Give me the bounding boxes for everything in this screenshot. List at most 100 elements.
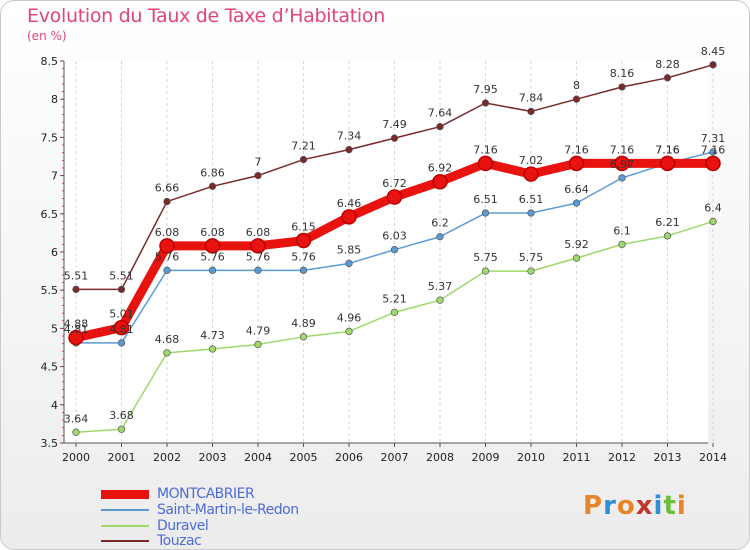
y-tick-label: 6 [51,246,58,259]
data-label: 7.16 [564,143,589,156]
data-point [618,240,626,249]
legend-item: MONTCABRIER [101,486,255,502]
data-point [705,155,721,172]
data-label: 6.2 [431,217,449,230]
data-label: 6.97 [610,158,635,171]
data-point [163,266,171,274]
data-point [709,217,717,226]
x-tick-label: 2010 [517,451,545,464]
data-point [299,155,308,164]
data-point [618,83,626,91]
data-label: 5.75 [519,251,544,264]
data-point [477,155,494,172]
data-point [527,107,535,116]
data-label: 7.34 [337,130,362,143]
y-tick-label: 5.5 [41,284,59,297]
data-label: 5.76 [200,250,225,263]
data-label: 6.86 [200,166,225,179]
data-label: 7.49 [382,118,407,131]
data-label: 7.16 [473,143,498,156]
data-point [163,197,171,206]
data-label: 4.81 [109,323,134,336]
data-point [481,267,490,275]
legend-swatch [101,540,149,542]
data-point [572,199,581,207]
data-point [432,173,448,190]
legend-swatch [101,525,149,527]
data-label: 7 [255,156,262,169]
data-point [568,155,585,172]
data-label: 8.28 [655,58,680,71]
data-point [390,134,399,142]
data-label: 7.16 [655,143,680,156]
data-point [481,209,490,217]
data-label: 8 [573,79,580,92]
chart-title: Evolution du Taux de Taxe d’Habitation [27,5,385,27]
data-label: 4.73 [200,329,225,342]
x-tick-label: 2001 [108,451,136,464]
legend-label: Duravel [157,518,209,534]
data-label: 5.76 [246,250,271,263]
data-label: 4.68 [155,333,180,346]
legend-swatch [101,489,149,499]
x-tick-label: 2000 [62,451,90,464]
data-point [254,171,262,180]
data-point [390,308,399,317]
data-point [481,99,490,107]
data-point [254,340,262,349]
data-point [572,95,581,103]
data-label: 7.21 [291,140,316,153]
legend-label: Touzac [157,533,202,549]
y-tick-label: 5 [51,322,58,335]
data-label: 4.88 [64,318,89,331]
data-label: 6.08 [155,226,180,239]
data-point [117,285,126,294]
x-tick-label: 2012 [608,451,636,464]
data-point [117,339,126,347]
logo-letter: r [603,491,617,521]
x-tick-label: 2006 [335,451,363,464]
logo-letter: i [676,491,687,521]
x-tick-label: 2008 [426,451,454,464]
data-point [163,349,171,357]
data-point [299,333,308,341]
data-label: 6.66 [155,182,180,195]
legend-item: Duravel [101,518,209,534]
data-point [72,285,80,294]
data-label: 6.1 [613,224,631,237]
data-point [663,74,672,82]
data-point [113,319,130,336]
data-point [386,189,403,205]
data-point [299,266,308,274]
data-point [117,425,126,433]
data-label: 8.45 [701,45,726,58]
data-point [254,266,262,274]
data-label: 6.46 [337,197,362,210]
data-point [208,345,217,353]
data-label: 5.76 [291,250,316,263]
logo-letter: i [653,491,664,521]
legend-swatch [101,509,149,511]
data-label: 8.16 [610,67,635,80]
data-label: 4.89 [291,317,316,330]
data-label: 6.15 [291,221,316,234]
y-tick-label: 7 [51,170,58,183]
data-point [295,232,312,249]
data-label: 5.51 [64,269,89,282]
legend-label: Saint-Martin-le-Redon [157,502,299,518]
data-point [659,155,676,172]
data-point [208,182,217,190]
y-tick-label: 3.5 [41,437,59,450]
y-tick-label: 4.5 [41,361,59,374]
x-tick-label: 2003 [199,451,227,464]
data-label: 7.84 [519,91,544,104]
y-tick-label: 6.5 [41,208,59,221]
data-label: 5.92 [564,238,589,251]
x-tick-label: 2004 [244,451,272,464]
data-point [709,61,717,69]
data-label: 7.31 [701,132,726,145]
data-point [68,329,84,346]
data-label: 5.85 [337,243,362,256]
logo-letter: o [616,491,636,521]
